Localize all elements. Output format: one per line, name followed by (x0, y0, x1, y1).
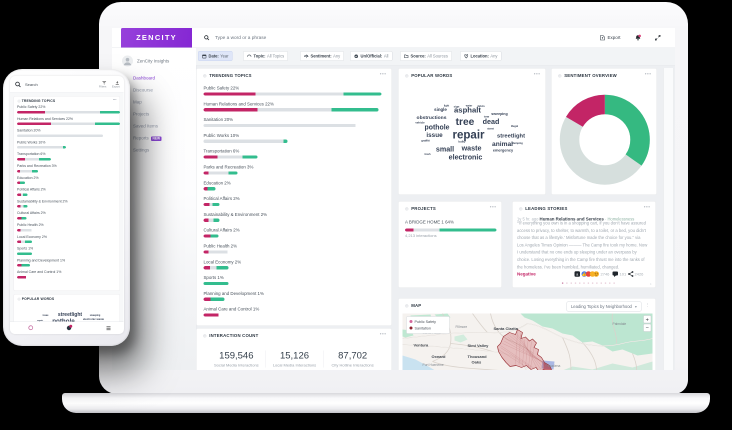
svg-text:Palmdale: Palmdale (613, 322, 627, 326)
svg-text:Santa Clarita: Santa Clarita (494, 326, 519, 331)
svg-text:Pasadena: Pasadena (546, 364, 561, 368)
svg-text:Oxnard: Oxnard (432, 354, 447, 359)
svg-text:Sanitation: Sanitation (415, 327, 431, 331)
svg-text:Fillmore: Fillmore (456, 325, 468, 329)
svg-text:2426: 2426 (635, 272, 645, 277)
svg-text:Ventura: Ventura (414, 343, 429, 348)
svg-text:Simi Valley: Simi Valley (468, 343, 490, 348)
svg-text:−: − (646, 326, 649, 332)
svg-text:2746: 2746 (601, 272, 611, 277)
svg-text:a: a (576, 273, 578, 277)
svg-text:Port Hueneme: Port Hueneme (423, 363, 444, 367)
svg-text:+: + (646, 317, 649, 323)
svg-text:Thousand: Thousand (468, 354, 488, 359)
svg-text:Public Safety: Public Safety (415, 320, 437, 324)
svg-text:Oaks: Oaks (472, 360, 483, 365)
svg-text:101: 101 (620, 272, 627, 277)
svg-text:👍: 👍 (582, 271, 587, 276)
